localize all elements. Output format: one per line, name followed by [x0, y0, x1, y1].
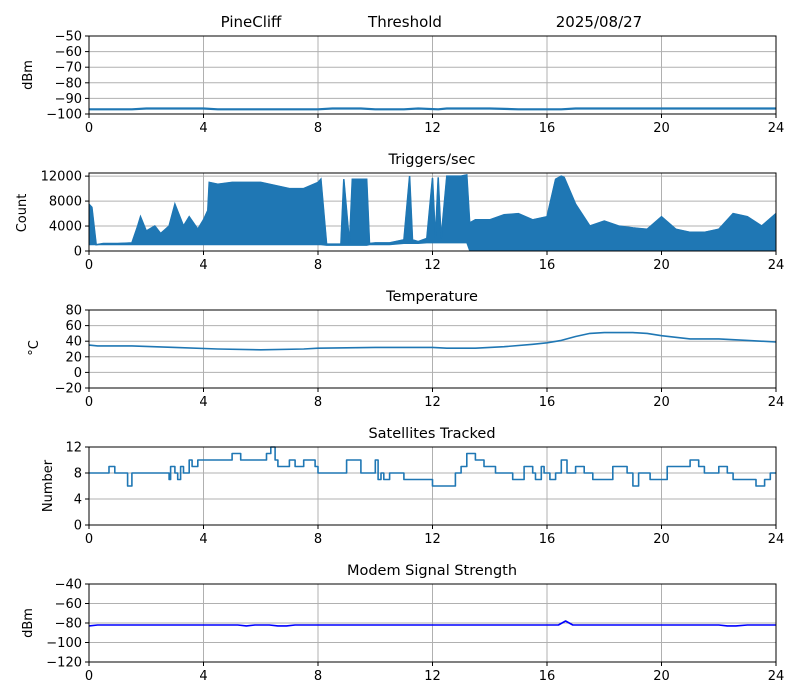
satellites-xtick-label: 24	[768, 532, 785, 547]
triggers-xtick-label: 0	[85, 258, 93, 273]
receiver-signal-ytick-label: −70	[55, 61, 82, 76]
modem-signal-xtick-label: 24	[768, 669, 785, 684]
temperature-ytick-label: 40	[65, 335, 82, 350]
triggers-line	[88, 173, 777, 246]
satellites-ytick-label: 4	[74, 493, 82, 508]
modem-signal-xtick-label: 16	[539, 669, 556, 684]
triggers-xtick-label: 12	[424, 258, 441, 273]
panel-triggers: Triggers/sec Count 0 4 8 12 16 20 24 0 4000 8000 1…	[15, 152, 784, 273]
receiver-signal-ytick-label: −50	[55, 30, 82, 45]
triggers-ytick-label: 12000	[41, 170, 82, 185]
temperature-ylabel: °C	[27, 340, 42, 356]
receiver-signal-xtick-label: 0	[85, 121, 93, 136]
modem-signal-xtick-label: 4	[199, 669, 207, 684]
receiver-signal-xtick-label: 12	[424, 121, 441, 136]
temperature-ytick-label: 0	[74, 366, 82, 381]
modem-signal-ylabel: dBm	[21, 608, 36, 638]
triggers-ylabel: Count	[15, 194, 30, 233]
modem-signal-ytick-label: −40	[55, 578, 82, 593]
receiver-signal-xtick-label: 24	[768, 121, 785, 136]
triggers-ytick-label: 8000	[49, 195, 82, 210]
panel-modem-signal: Modem Signal Strength dBm 0 4 8 12 16 20 24 −40…	[21, 563, 784, 684]
satellites-xtick-label: 0	[85, 532, 93, 547]
temperature-xtick-label: 16	[539, 395, 556, 410]
modem-signal-xtick-label: 20	[653, 669, 670, 684]
modem-signal-ytick-label: −100	[46, 636, 82, 651]
temperature-ytick-label: 80	[65, 304, 82, 319]
modem-signal-ytick-label: −60	[55, 597, 82, 612]
satellites-line	[89, 446, 776, 487]
temperature-xtick-label: 24	[768, 395, 785, 410]
receiver-signal-ytick-label: −80	[55, 76, 82, 91]
modem-signal-xtick-label: 12	[424, 669, 441, 684]
satellites-title: Satellites Tracked	[368, 426, 495, 442]
modem-signal-line	[88, 620, 776, 627]
receiver-signal-ytick-label: −90	[55, 92, 82, 107]
satellites-ytick-label: 12	[65, 441, 82, 456]
triggers-ytick-label: 0	[74, 245, 82, 260]
header-date: 2025/08/27	[556, 13, 642, 31]
temperature-xtick-label: 4	[199, 395, 207, 410]
temperature-title: Temperature	[385, 289, 478, 305]
temperature-xtick-label: 0	[85, 395, 93, 410]
triggers-ytick-label: 4000	[49, 220, 82, 235]
temperature-ytick-label: 20	[65, 350, 82, 365]
temperature-xtick-label: 20	[653, 395, 670, 410]
receiver-signal-ytick-label: −60	[55, 45, 82, 60]
temperature-line	[88, 331, 777, 351]
header-station: PineCliff	[221, 13, 282, 31]
receiver-signal-ytick-label: −100	[46, 108, 82, 123]
receiver-signal-ylabel: dBm	[21, 60, 36, 90]
receiver-signal-xtick-label: 20	[653, 121, 670, 136]
triggers-xtick-label: 16	[539, 258, 556, 273]
satellites-xtick-label: 20	[653, 532, 670, 547]
receiver-signal-xtick-label: 8	[314, 121, 322, 136]
temperature-xtick-label: 12	[424, 395, 441, 410]
satellites-ytick-label: 8	[74, 467, 82, 482]
triggers-title: Triggers/sec	[388, 152, 476, 168]
modem-signal-xtick-label: 0	[85, 669, 93, 684]
temperature-ytick-label: 60	[65, 319, 82, 334]
triggers-xtick-label: 4	[199, 258, 207, 273]
triggers-xtick-label: 20	[653, 258, 670, 273]
modem-signal-xtick-label: 8	[314, 669, 322, 684]
receiver-signal-line	[89, 107, 776, 111]
modem-signal-ytick-label: −120	[46, 656, 82, 671]
satellites-xtick-label: 16	[539, 532, 556, 547]
receiver-signal-xtick-label: 16	[539, 121, 556, 136]
modem-signal-title: Modem Signal Strength	[347, 563, 517, 579]
receiver-signal-xtick-label: 4	[199, 121, 207, 136]
temperature-ytick-label: −20	[55, 382, 82, 397]
satellites-ylabel: Number	[41, 459, 56, 512]
modem-signal-ytick-label: −80	[55, 617, 82, 632]
temperature-xtick-label: 8	[314, 395, 322, 410]
satellites-xtick-label: 12	[424, 532, 441, 547]
triggers-xtick-label: 8	[314, 258, 322, 273]
panel-satellites: Satellites Tracked Number 0 4 8 12 16 20 24 0 4 8…	[41, 426, 784, 547]
header-mode: Threshold	[367, 13, 442, 31]
panel-receiver-signal: dBm 0 4 8 12 16 20 24 −50−60−70−80−90−100	[21, 30, 784, 137]
satellites-xtick-label: 8	[314, 532, 322, 547]
satellites-ytick-label: 0	[74, 519, 82, 534]
satellites-xtick-label: 4	[199, 532, 207, 547]
triggers-xtick-label: 24	[768, 258, 785, 273]
